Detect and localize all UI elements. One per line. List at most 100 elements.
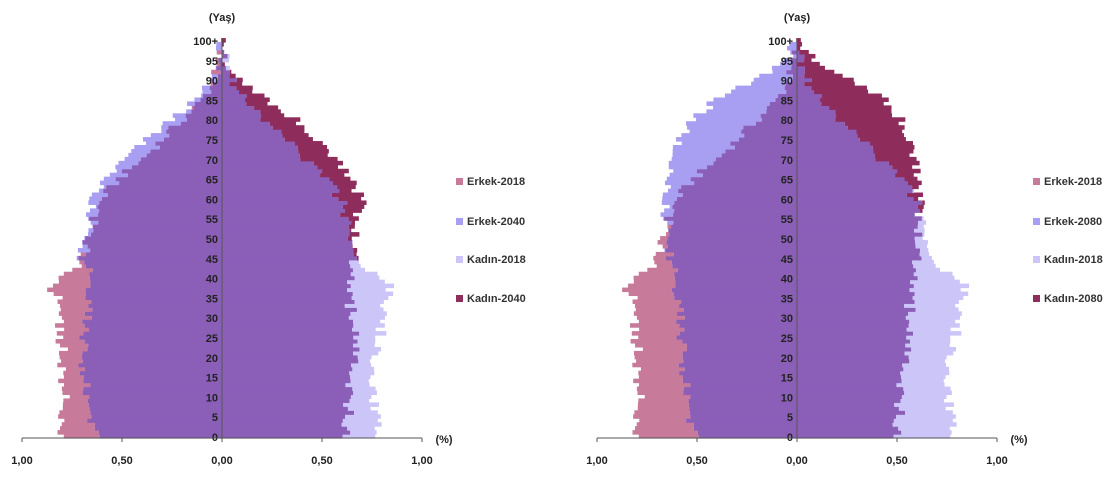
female-bar-overlap bbox=[797, 379, 902, 384]
male-bar-outer bbox=[637, 422, 694, 427]
female-bar-outer bbox=[835, 117, 905, 122]
female-bar-outer bbox=[905, 343, 949, 348]
male-bar-outer bbox=[104, 185, 106, 190]
female-bar-outer bbox=[347, 426, 374, 431]
female-bar-outer bbox=[804, 58, 811, 63]
female-bar-overlap bbox=[222, 125, 273, 130]
age-tick-label: 60 bbox=[206, 194, 218, 206]
male-bar-outer bbox=[60, 303, 89, 308]
male-bar-overlap bbox=[82, 319, 222, 324]
female-bar-overlap bbox=[797, 196, 913, 201]
female-bar-overlap bbox=[222, 145, 298, 150]
female-bar-outer bbox=[904, 303, 955, 308]
female-bar-outer bbox=[894, 402, 954, 407]
female-bar-outer bbox=[349, 216, 359, 221]
female-bar-overlap bbox=[797, 418, 894, 423]
female-bar-overlap bbox=[222, 315, 349, 320]
age-tick-label: 5 bbox=[787, 412, 793, 424]
male-bar-overlap bbox=[689, 406, 797, 411]
female-bar-outer bbox=[342, 422, 382, 427]
age-tick-label: 70 bbox=[781, 155, 793, 167]
male-bar-overlap bbox=[672, 260, 797, 265]
female-bar-overlap bbox=[797, 391, 904, 396]
male-bar-outer bbox=[62, 422, 95, 427]
female-bar-outer bbox=[903, 367, 949, 372]
male-bar-overlap bbox=[672, 204, 797, 209]
female-bar-outer bbox=[804, 74, 842, 79]
female-bar-overlap bbox=[222, 430, 350, 435]
female-bar-outer bbox=[337, 185, 356, 190]
x-tick-label: 1,00 bbox=[411, 455, 432, 467]
female-bar-outer bbox=[353, 351, 378, 356]
male-bar-outer bbox=[143, 137, 164, 142]
male-bar-overlap bbox=[83, 359, 222, 364]
female-bar-overlap bbox=[222, 292, 353, 297]
female-bar-outer bbox=[352, 295, 389, 300]
male-bar-outer bbox=[60, 426, 95, 431]
female-bar-outer bbox=[892, 165, 912, 170]
female-bar-overlap bbox=[222, 260, 349, 265]
male-bar-outer bbox=[90, 208, 99, 213]
female-bar-outer bbox=[920, 248, 928, 253]
female-bar-outer bbox=[894, 418, 953, 423]
female-bar-outer bbox=[352, 327, 376, 332]
male-bar-overlap bbox=[668, 244, 797, 249]
male-bar-outer bbox=[61, 359, 83, 364]
male-bar-outer bbox=[673, 149, 726, 154]
female-bar-outer bbox=[797, 42, 802, 47]
y-axis-title: (Yaş) bbox=[209, 12, 236, 24]
male-bar-overlap bbox=[80, 371, 222, 376]
female-bar-overlap bbox=[222, 141, 295, 146]
male-bar-overlap bbox=[92, 315, 222, 320]
female-bar-overlap bbox=[797, 375, 901, 380]
female-bar-overlap bbox=[222, 406, 348, 411]
male-bar-overlap bbox=[687, 347, 797, 352]
female-bar-outer bbox=[899, 406, 946, 411]
female-bar-overlap bbox=[222, 418, 343, 423]
female-bar-outer bbox=[353, 268, 365, 273]
male-bar-outer bbox=[163, 121, 181, 126]
male-bar-overlap bbox=[793, 78, 797, 83]
male-bar-outer bbox=[96, 204, 97, 209]
female-bar-overlap bbox=[222, 161, 314, 166]
male-bar-outer bbox=[86, 212, 98, 217]
female-bar-outer bbox=[805, 70, 834, 75]
male-bar-overlap bbox=[79, 335, 222, 340]
female-bar-outer bbox=[902, 394, 947, 399]
male-bar-overlap bbox=[88, 347, 222, 352]
male-bar-overlap bbox=[93, 228, 222, 233]
male-bar-overlap bbox=[166, 129, 222, 134]
age-tick-label: 25 bbox=[781, 333, 793, 345]
male-bar-outer bbox=[632, 363, 678, 368]
female-bar-overlap bbox=[797, 371, 900, 376]
female-bar-overlap bbox=[797, 165, 892, 170]
male-bar-outer bbox=[64, 272, 90, 277]
legend-label: Kadın-2080 bbox=[1044, 293, 1103, 305]
male-bar-outer bbox=[59, 410, 90, 415]
legend-swatch bbox=[1033, 295, 1040, 302]
female-bar-overlap bbox=[797, 169, 897, 174]
female-bar-outer bbox=[351, 363, 371, 368]
female-bar-overlap bbox=[797, 121, 845, 126]
male-bar-outer bbox=[639, 272, 675, 277]
male-bar-outer bbox=[693, 113, 760, 118]
age-tick-label: 85 bbox=[206, 95, 218, 107]
female-bar-outer bbox=[873, 149, 913, 154]
female-bar-overlap bbox=[797, 204, 918, 209]
age-tick-label: 30 bbox=[206, 313, 218, 325]
male-bar-outer bbox=[632, 331, 680, 336]
female-bar-overlap bbox=[797, 347, 911, 352]
female-bar-outer bbox=[285, 137, 313, 142]
x-tick-label: 0,00 bbox=[211, 455, 232, 467]
male-bar-overlap bbox=[84, 375, 222, 380]
female-bar-overlap bbox=[797, 173, 895, 178]
male-bar-outer bbox=[64, 418, 87, 423]
female-bar-outer bbox=[910, 280, 960, 285]
male-bar-overlap bbox=[766, 109, 797, 114]
male-bar-outer bbox=[637, 315, 685, 320]
male-bar-overlap bbox=[677, 311, 797, 316]
male-bar-outer bbox=[690, 129, 742, 134]
male-bar-outer bbox=[57, 363, 78, 368]
male-bar-overlap bbox=[83, 387, 222, 392]
female-bar-overlap bbox=[797, 74, 804, 79]
